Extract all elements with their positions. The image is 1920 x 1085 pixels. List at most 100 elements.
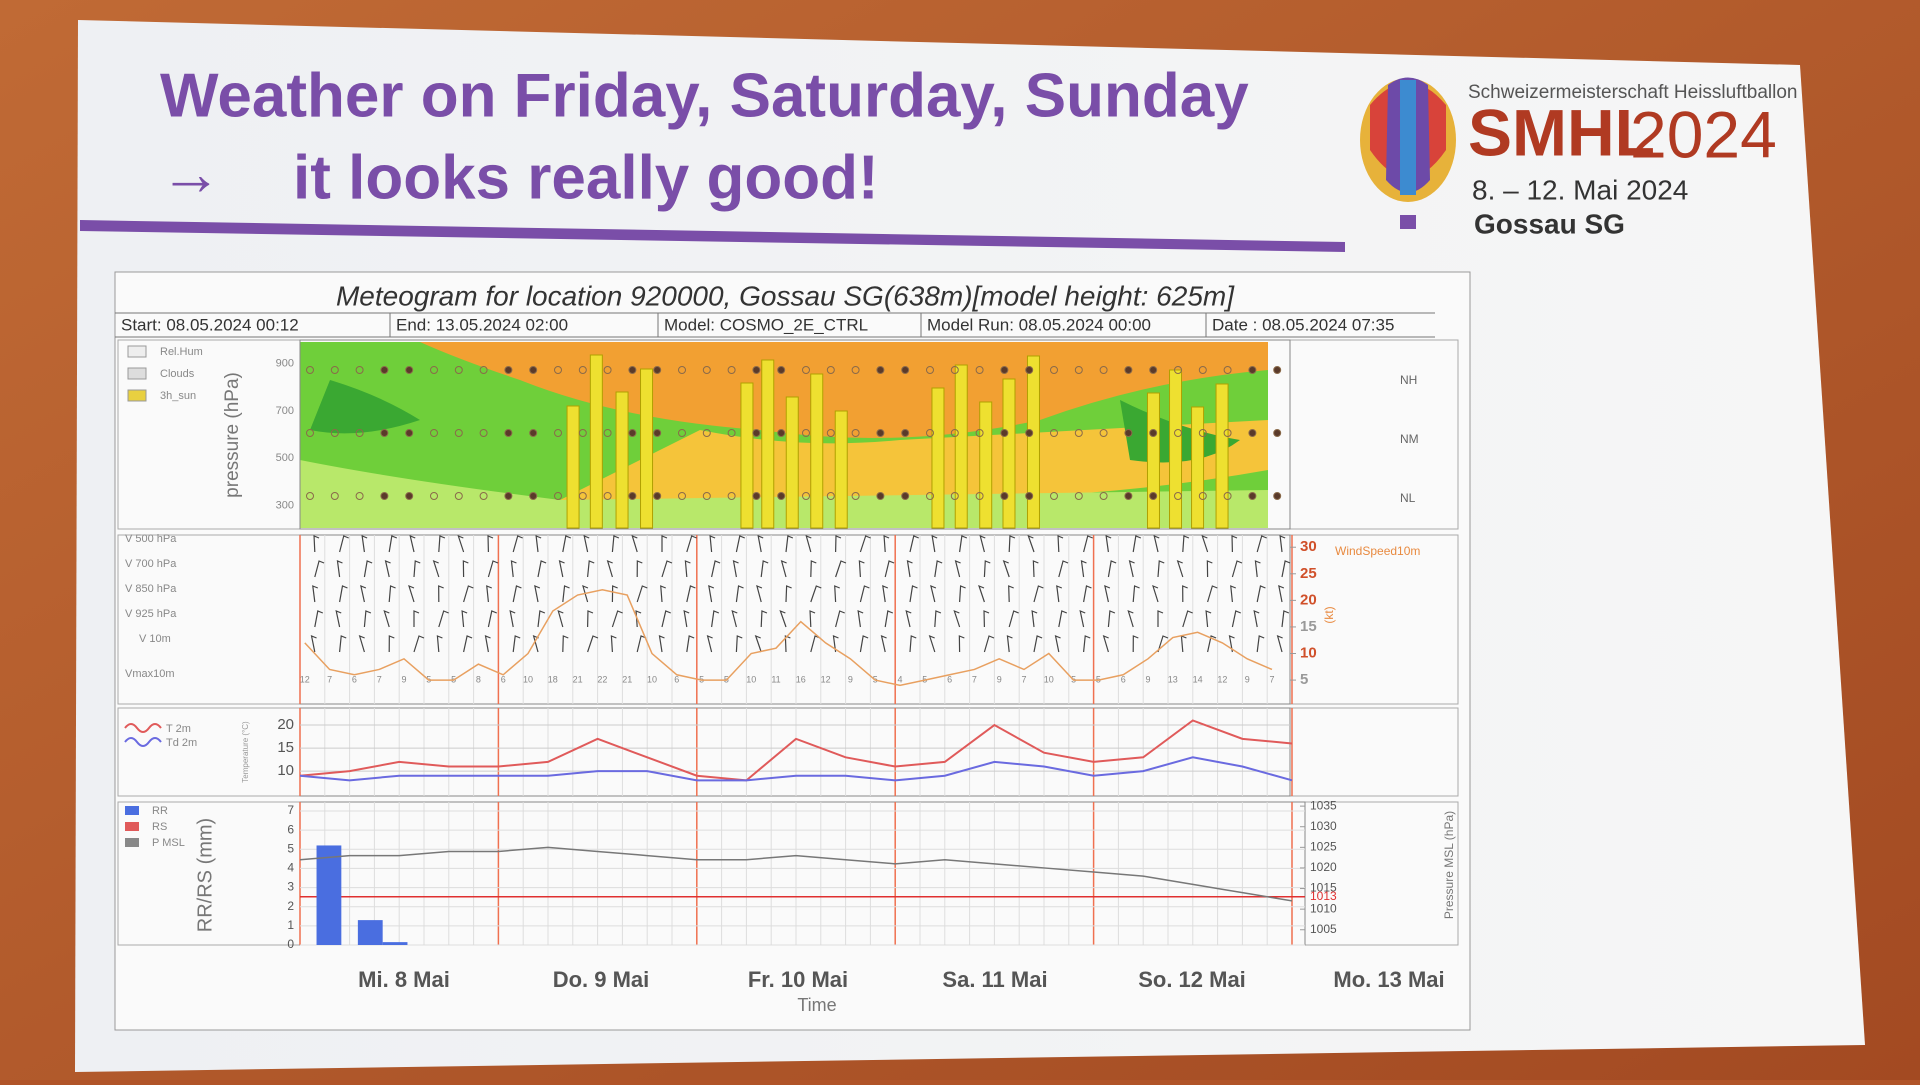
- cloud-dot: [355, 492, 364, 500]
- cloud-dot: [554, 429, 562, 437]
- day-label: Fr. 10 Mai: [748, 967, 848, 992]
- wind-barb: [1008, 585, 1014, 603]
- y2-tick-label: 1010: [1310, 901, 1337, 915]
- vmax-label: 10: [523, 674, 533, 684]
- vmax-label: 9: [401, 674, 406, 684]
- day-label: Do. 9 Mai: [553, 967, 650, 992]
- cloud-dot: [901, 366, 910, 374]
- cloud-dot: [851, 366, 860, 374]
- cloud-level: NL: [1400, 491, 1416, 505]
- wind-barb: [983, 610, 990, 628]
- wind-barb: [686, 535, 697, 553]
- wind-barb: [388, 535, 398, 553]
- wind-barb: [1002, 559, 1010, 578]
- cloud-dot: [306, 492, 314, 500]
- wind-barb: [384, 560, 391, 578]
- y2-tick-label: 1015: [1310, 881, 1337, 895]
- y2-tick-label: 1035: [1310, 798, 1337, 812]
- cloud-dot: [1149, 492, 1158, 500]
- logo-name: SMHL: [1468, 95, 1655, 169]
- cloud-dot: [529, 429, 538, 437]
- cloud-dot: [1124, 366, 1133, 374]
- cloud-dot: [653, 492, 662, 500]
- wind-barb: [1254, 560, 1261, 578]
- wind-barb: [436, 635, 443, 653]
- cloud-dot: [578, 366, 587, 374]
- vmax-label: 9: [1245, 674, 1250, 684]
- cloud-dot: [529, 492, 538, 500]
- wind-barb: [510, 560, 517, 578]
- cloud-dot: [926, 492, 934, 500]
- legend-label: Td 2m: [166, 737, 197, 749]
- logo-subtitle: Schweizermeisterschaft Heissluftballon: [1468, 82, 1797, 103]
- sun-bar: [589, 354, 603, 529]
- vmax-label: 7: [327, 674, 332, 684]
- cloud-dot: [1273, 366, 1282, 374]
- wind-barb: [635, 610, 642, 628]
- wind-barb: [953, 609, 961, 628]
- wind-barb: [858, 560, 865, 578]
- header-field: Start: 08.05.2024 00:12: [121, 315, 299, 334]
- wind-barb: [335, 610, 342, 628]
- wind-barb: [1256, 535, 1267, 553]
- cloud-dot: [1074, 366, 1083, 374]
- vmax-label: 16: [796, 674, 806, 684]
- wind-barb: [587, 560, 595, 578]
- wind-barb: [535, 535, 542, 553]
- vmax-label: 10: [647, 674, 657, 684]
- wind-barb: [859, 635, 869, 653]
- wind-barb: [314, 560, 325, 578]
- logo-dates: 8. – 12. Mai 2024: [1472, 174, 1688, 205]
- wind-barb: [636, 585, 648, 603]
- header-field: Model Run: 08.05.2024 00:00: [927, 315, 1151, 334]
- wind-barb: [810, 585, 822, 603]
- wind-barb: [905, 610, 912, 628]
- wind-barb: [537, 560, 547, 578]
- vmax-label: 21: [622, 674, 632, 684]
- cloud-dot: [355, 366, 364, 374]
- wind-barb: [339, 585, 348, 603]
- title-underline: [80, 220, 1345, 252]
- wind-barb: [934, 560, 943, 578]
- cloud-dot: [777, 429, 786, 437]
- wind-barb: [534, 585, 541, 603]
- wind-barb: [708, 585, 715, 603]
- wind-barb: [884, 610, 894, 628]
- wind-barb: [857, 610, 864, 628]
- wind-barb: [611, 610, 623, 628]
- cloud-dot: [1223, 429, 1232, 437]
- axis-label: RR/RS (mm): [194, 818, 216, 932]
- wind-barb: [562, 585, 570, 603]
- cloud-dot: [454, 366, 463, 374]
- y2-tick-label: 1005: [1310, 922, 1337, 936]
- cloud-dot: [479, 366, 488, 374]
- cloud-dot: [702, 366, 711, 374]
- wind-barb: [339, 535, 349, 553]
- wind-barb: [1079, 610, 1086, 628]
- wind-row-label: Vmax10m: [125, 668, 175, 680]
- wind-barb: [486, 585, 492, 603]
- sun-bar: [640, 368, 654, 529]
- wind-barb: [587, 610, 594, 628]
- wind-barb: [1207, 585, 1218, 603]
- cloud-dot: [1174, 366, 1182, 374]
- wind-barb: [706, 635, 713, 653]
- sun-bar: [761, 359, 775, 529]
- meteogram-title: Meteogram for location 920000, Gossau SG…: [336, 280, 1235, 311]
- cloud-dot: [504, 366, 513, 374]
- wind-barb: [931, 535, 938, 553]
- wind-barb: [661, 560, 673, 578]
- wind-barb: [1104, 585, 1111, 603]
- vmax-label: 12: [300, 674, 310, 684]
- wind-barb: [1033, 635, 1043, 653]
- y-tick-label: 20: [277, 716, 294, 733]
- y2-tick-label: 1013: [1310, 889, 1337, 903]
- wind-barb: [1083, 535, 1093, 553]
- axis-label: Pressure MSL (hPa): [1442, 811, 1456, 919]
- wind-barb: [413, 560, 421, 578]
- wind-barb: [835, 535, 842, 553]
- cloud-dot: [1198, 492, 1207, 500]
- cloud-dot: [777, 492, 786, 500]
- y-tick-label: 0: [287, 937, 294, 951]
- cloud-dot: [950, 429, 959, 437]
